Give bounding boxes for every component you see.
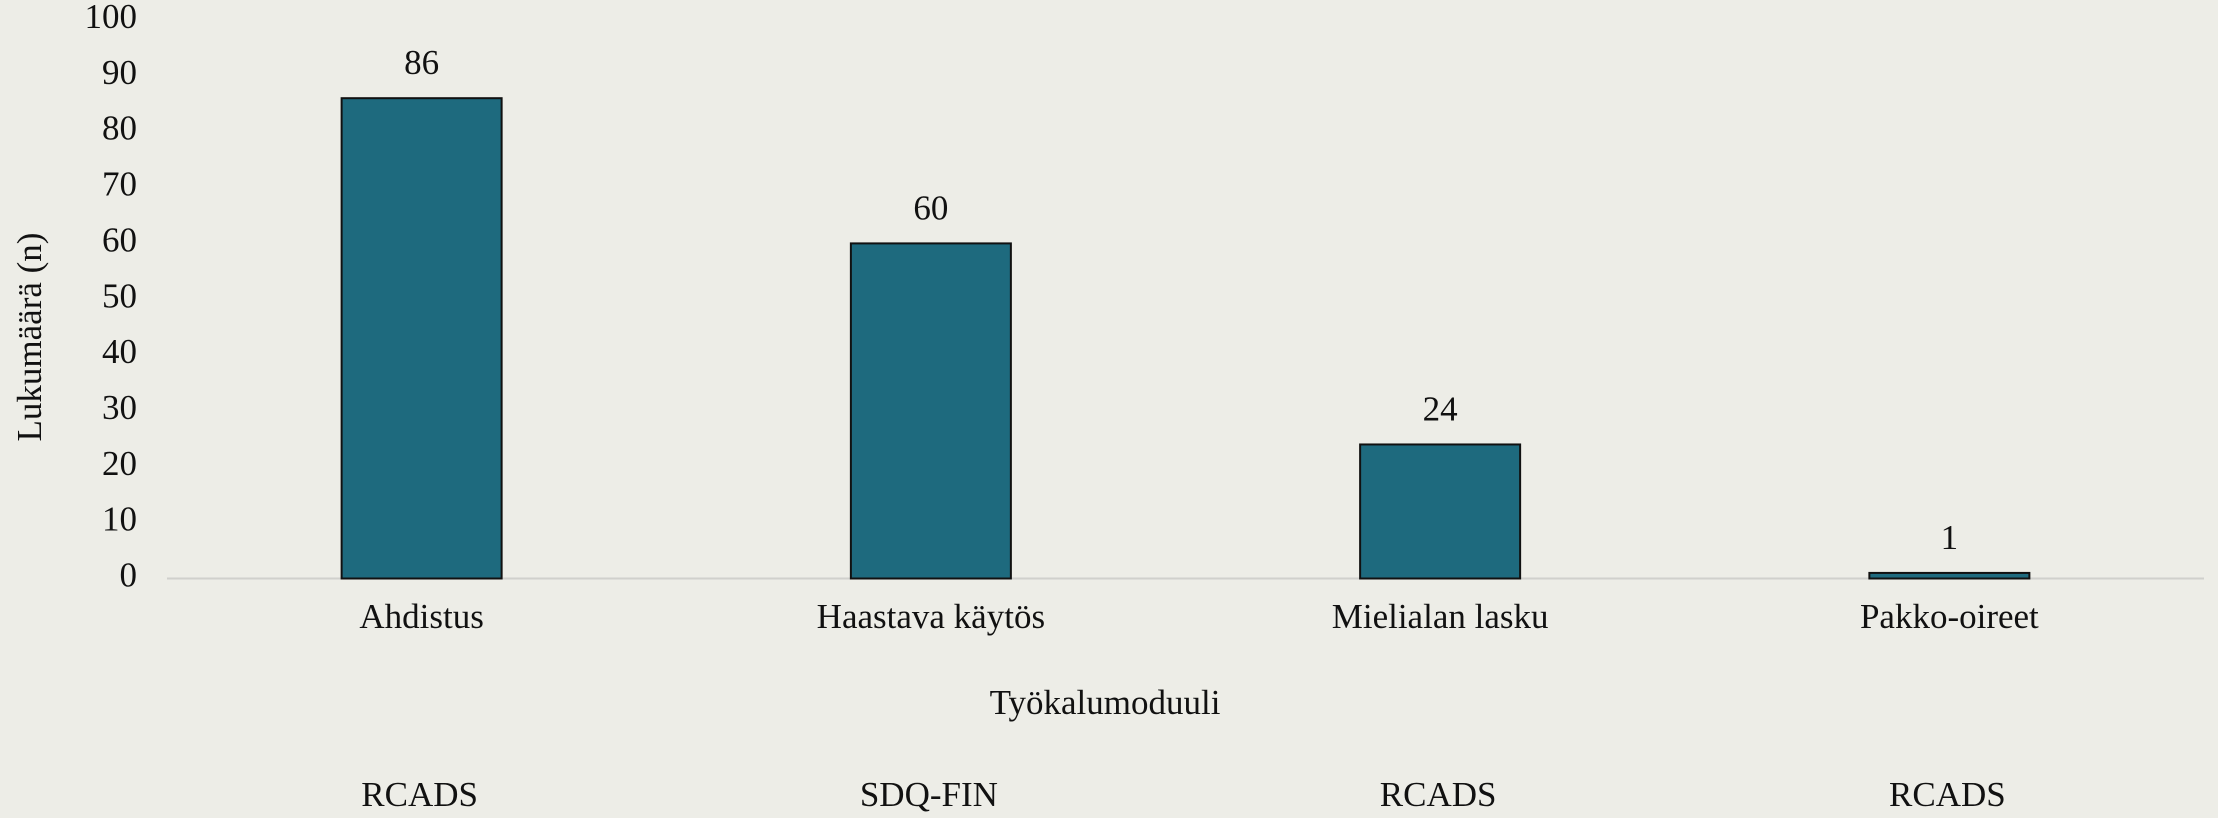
x-tick-label: Ahdistus — [359, 597, 483, 636]
y-tick-label: 20 — [102, 444, 137, 483]
sub-label: RCADS — [1380, 775, 1497, 814]
bar — [340, 97, 503, 580]
y-tick-label: 50 — [102, 276, 137, 315]
x-tick-label: Mielialan lasku — [1332, 597, 1549, 636]
data-label: 60 — [913, 188, 948, 227]
y-tick-label: 70 — [102, 165, 137, 204]
sub-label: RCADS — [1889, 775, 2006, 814]
bar — [1868, 571, 2031, 580]
y-tick-label: 80 — [102, 109, 137, 148]
y-tick-label: 40 — [102, 332, 137, 371]
y-tick-label: 30 — [102, 388, 137, 427]
data-label: 86 — [404, 43, 439, 82]
sub-label: SDQ-FIN — [860, 775, 998, 814]
bar — [1359, 443, 1522, 580]
y-tick-label: 60 — [102, 220, 137, 259]
y-tick-label: 10 — [102, 500, 137, 539]
y-tick-label: 100 — [85, 0, 138, 36]
data-label: 24 — [1423, 389, 1458, 428]
y-tick-label: 90 — [102, 53, 137, 92]
x-tick-label: Pakko-oireet — [1860, 597, 2039, 636]
sub-label: RCADS — [361, 775, 478, 814]
x-axis-title: Työkalumoduuli — [990, 683, 1221, 722]
y-axis-title: Lukumäärä (n) — [10, 233, 49, 442]
x-tick-label: Haastava käytös — [817, 597, 1045, 636]
y-tick-label: 0 — [120, 556, 138, 595]
bar — [849, 242, 1012, 580]
data-label: 1 — [1941, 518, 1959, 557]
